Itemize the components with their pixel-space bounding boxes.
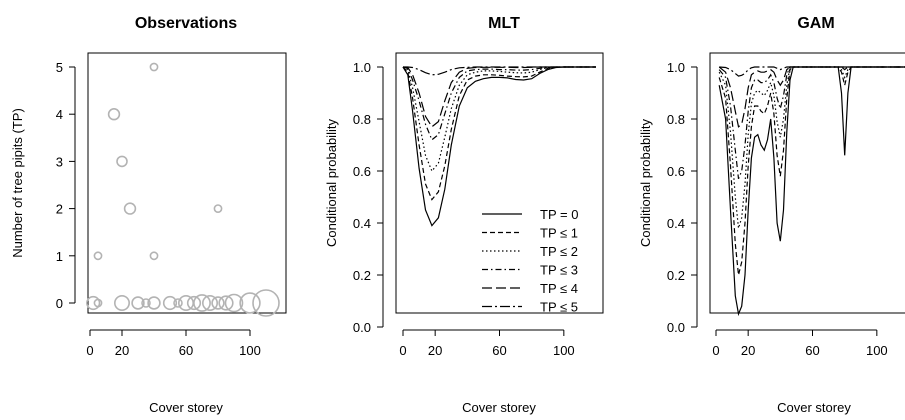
gam-x-label: Cover storey xyxy=(777,400,851,415)
observation-point xyxy=(116,155,128,168)
observations-x-tick-label: 100 xyxy=(239,343,261,358)
mlt-legend: TP = 0 TP ≤ 1 TP ≤ 2 TP ≤ 3 TP ≤ 4 TP ≤ 5 xyxy=(482,207,578,315)
observations-x-tick-label: 0 xyxy=(86,343,93,358)
gam-y-tick-label: 0.6 xyxy=(667,164,685,179)
mlt-x-axis: 0 20 60 100 xyxy=(399,329,575,358)
observation-point xyxy=(93,298,103,308)
observations-y-axis: 0 1 2 3 4 5 xyxy=(56,60,76,311)
mlt-y-tick-label: 0.4 xyxy=(353,216,371,231)
gam-y-tick-label: 0.2 xyxy=(667,268,685,283)
observations-x-tick-label: 60 xyxy=(179,343,193,358)
mlt-lines xyxy=(402,66,596,227)
gam-x-tick-label: 0 xyxy=(712,343,719,358)
legend-label: TP = 0 xyxy=(540,207,578,222)
mlt-y-axis: 0.0 0.2 0.4 0.6 0.8 1.0 xyxy=(353,60,384,335)
gam-plot-frame xyxy=(709,52,905,314)
mlt-x-tick-label: 20 xyxy=(428,343,442,358)
observation-point xyxy=(131,296,145,310)
observation-point xyxy=(123,202,137,215)
observation-point xyxy=(114,294,131,311)
observation-point xyxy=(147,296,161,310)
mlt-series-line xyxy=(402,66,596,201)
legend-label: TP ≤ 5 xyxy=(540,300,578,315)
panel-mlt: MLT 0 20 60 100 0.00.20.40.60.81.0 TP = 0TP… xyxy=(324,15,604,415)
observation-point xyxy=(239,292,261,314)
gam-x-tick-label: 20 xyxy=(741,343,755,358)
observation-point xyxy=(202,294,219,311)
observations-x-label: Cover storey xyxy=(149,400,223,415)
gam-series-line xyxy=(719,66,905,77)
legend-label: TP ≤ 2 xyxy=(540,244,578,259)
observations-title: Observations xyxy=(135,15,237,32)
observations-x-axis: 0 20 60 100 xyxy=(86,329,261,358)
observations-x-tick-label: 20 xyxy=(115,343,129,358)
observations-y-tick-label: 3 xyxy=(56,154,63,169)
gam-title: GAM xyxy=(797,15,834,32)
observations-y-tick-label: 0 xyxy=(56,296,63,311)
panel-gam: GAM 0 20 60 100 0.0 0.2 0.4 0.6 0.8 1.0 Cover st… xyxy=(638,15,905,415)
observation-point xyxy=(86,295,101,311)
mlt-series-line xyxy=(402,66,596,128)
observation-point xyxy=(224,293,244,313)
gam-series-line xyxy=(718,66,905,276)
gam-x-tick-label: 60 xyxy=(805,343,819,358)
mlt-x-tick-label: 100 xyxy=(553,343,575,358)
mlt-plot-frame xyxy=(395,52,604,314)
mlt-y-tick-label: 0.0 xyxy=(353,320,371,335)
gam-y-tick-label: 0.4 xyxy=(667,216,685,231)
mlt-y-tick-label: 0.6 xyxy=(353,164,371,179)
gam-series-line xyxy=(718,66,905,229)
observation-point xyxy=(141,298,151,308)
observations-y-tick-label: 1 xyxy=(56,249,63,264)
legend-label: TP ≤ 4 xyxy=(540,281,578,296)
gam-series-line xyxy=(718,66,905,317)
gam-y-tick-label: 0.0 xyxy=(667,320,685,335)
panel-observations: Observations 0 20 60 100 0 1 2 3 4 5 Cover store… xyxy=(10,15,287,415)
mlt-y-label: Conditional probability xyxy=(324,119,339,247)
observations-points xyxy=(86,62,280,317)
gam-y-tick-label: 0.8 xyxy=(667,112,685,127)
observation-point xyxy=(252,289,280,317)
mlt-y-tick-label: 0.8 xyxy=(353,112,371,127)
observations-y-label: Number of tree pipits (TP) xyxy=(10,108,25,258)
observation-point xyxy=(107,107,121,121)
mlt-series-line xyxy=(402,66,596,173)
observations-y-tick-label: 4 xyxy=(56,107,63,122)
gam-series-line xyxy=(718,66,905,128)
observation-point xyxy=(193,294,211,312)
gam-lines xyxy=(718,66,905,317)
observations-y-tick-label: 2 xyxy=(56,202,63,217)
observation-point xyxy=(186,295,202,311)
observation-point xyxy=(218,295,234,311)
mlt-y-tick-label: 0.2 xyxy=(353,268,371,283)
legend-label: TP ≤ 3 xyxy=(540,263,578,278)
mlt-x-tick-label: 0 xyxy=(399,343,406,358)
mlt-y-tick-label: 1.0 xyxy=(353,60,371,75)
observation-point xyxy=(93,251,103,261)
gam-x-axis: 0 20 60 100 xyxy=(712,329,888,358)
gam-x-tick-label: 100 xyxy=(866,343,888,358)
mlt-x-tick-label: 60 xyxy=(492,343,506,358)
mlt-series-line xyxy=(403,66,596,76)
observation-point xyxy=(173,298,183,308)
observations-y-tick-label: 5 xyxy=(56,60,63,75)
observations-plot-frame xyxy=(87,52,287,314)
observation-point xyxy=(211,296,225,310)
gam-y-axis: 0.0 0.2 0.4 0.6 0.8 1.0 xyxy=(667,60,698,335)
observation-point xyxy=(149,251,159,261)
gam-series-line xyxy=(718,66,905,180)
mlt-title: MLT xyxy=(488,15,520,32)
mlt-series-line xyxy=(402,66,596,227)
observation-point xyxy=(149,62,159,72)
observation-point xyxy=(213,204,223,213)
legend-label: TP ≤ 1 xyxy=(540,226,578,241)
gam-y-label: Conditional probability xyxy=(638,119,653,247)
mlt-x-label: Cover storey xyxy=(462,400,536,415)
gam-y-tick-label: 1.0 xyxy=(667,60,685,75)
observation-point xyxy=(162,295,178,311)
mlt-series-line xyxy=(402,66,596,141)
